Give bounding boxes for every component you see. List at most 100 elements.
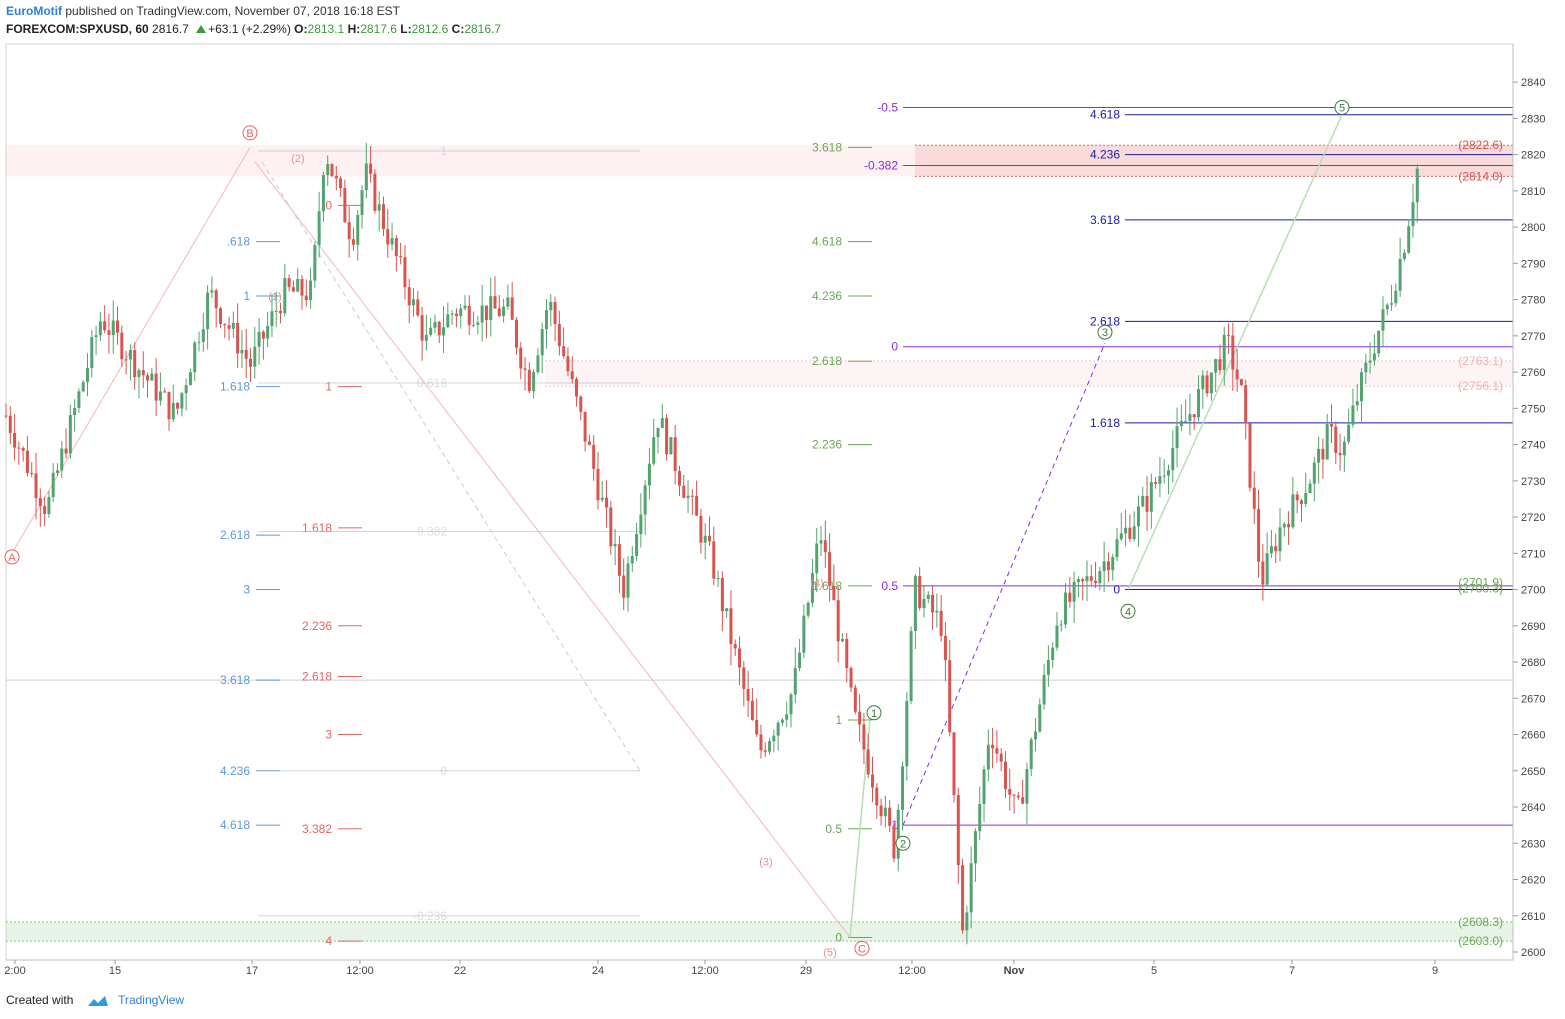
- candle-body: [1368, 360, 1372, 363]
- candle-body: [489, 296, 493, 321]
- candle-body: [909, 631, 913, 702]
- candle-body: [1205, 375, 1209, 394]
- fib-navy-label-4: 1.618: [1090, 416, 1120, 430]
- candle-body: [373, 173, 377, 211]
- candle-body: [472, 324, 476, 326]
- y-tick-label-3: 2630: [1521, 838, 1545, 850]
- fib-blue-label-7: 4.618: [220, 818, 250, 832]
- candle-body: [450, 313, 454, 315]
- candle-body: [1124, 527, 1128, 534]
- fib-gray-label-0: 1: [440, 144, 447, 158]
- price-label-5: (2700.3): [1458, 581, 1503, 595]
- candle-body: [845, 638, 849, 669]
- candle-body: [4, 415, 8, 417]
- candle-body: [240, 350, 244, 354]
- price-change: +63.1 (+2.29%): [208, 22, 291, 36]
- candle-body: [150, 373, 154, 381]
- author-link[interactable]: EuroMotif: [6, 4, 62, 18]
- candle-body: [1188, 414, 1192, 421]
- x-tick-label-4: 22: [454, 965, 466, 977]
- candle-body: [1149, 482, 1153, 512]
- wave-green-circle-5: [1334, 99, 1350, 115]
- fib-blue-label-0: .618: [227, 235, 251, 249]
- candle-body: [883, 807, 887, 817]
- candle-body: [973, 831, 977, 864]
- symbol-info: FOREXCOM:SPXUSD, 60 2816.7 +63.1 (+2.29%…: [6, 22, 501, 36]
- candle-body: [326, 164, 330, 176]
- candle-body: [330, 164, 334, 177]
- candle-body: [1334, 426, 1338, 453]
- candle-body: [1415, 168, 1419, 203]
- candle-body: [381, 204, 385, 230]
- x-tick-label-5: 24: [592, 965, 604, 977]
- candle-body: [1064, 592, 1068, 625]
- candle-body: [605, 497, 609, 508]
- fib-red-label-3: 2.236: [302, 619, 332, 633]
- candle-body: [364, 163, 368, 191]
- candle-body: [789, 694, 793, 715]
- candle-body: [231, 322, 235, 329]
- candle-body: [1008, 789, 1012, 795]
- candle-body: [73, 408, 77, 416]
- candle-body: [544, 310, 548, 330]
- candle-body: [279, 310, 283, 314]
- candle-body: [227, 325, 231, 329]
- candle-body: [287, 278, 291, 288]
- candle-body: [1342, 441, 1346, 456]
- candle-body: [720, 577, 724, 612]
- price-label-2: (2763.1): [1458, 354, 1503, 368]
- candle-body: [253, 346, 257, 367]
- candle-body: [793, 668, 797, 695]
- fib-purple-label-1: -0.382: [864, 158, 898, 172]
- price-label-7: (2603.0): [1458, 934, 1503, 948]
- close-label: C:: [451, 22, 465, 36]
- candle-body: [1038, 704, 1042, 732]
- wave-green-circle-4: [1120, 603, 1136, 619]
- candle-body: [828, 552, 832, 586]
- y-tick-label-14: 2740: [1521, 440, 1545, 452]
- tradingview-link[interactable]: TradingView: [118, 993, 185, 1007]
- candle-body: [506, 297, 510, 307]
- guide-green-5: [1127, 114, 1343, 590]
- candle-body: [270, 311, 274, 327]
- candle-body: [1304, 493, 1308, 504]
- candle-body: [1372, 353, 1376, 361]
- candle-body: [600, 497, 604, 501]
- candle-body: [467, 305, 471, 325]
- candle-body: [823, 540, 827, 553]
- candle-body: [1265, 553, 1269, 585]
- fib-green-label-4: 2.236: [812, 438, 842, 452]
- fib-green-label-8: 0: [835, 931, 842, 945]
- candle-body: [116, 320, 120, 333]
- price-label-3: (2756.1): [1458, 379, 1503, 393]
- candle-body: [296, 279, 300, 292]
- candle-body: [339, 178, 343, 189]
- candle-body: [527, 369, 531, 392]
- candle-body: [360, 190, 364, 216]
- candle-body: [1325, 424, 1329, 460]
- candle-body: [1076, 579, 1080, 582]
- fib-gray-label-3: 0: [440, 764, 447, 778]
- candle-body: [1274, 546, 1278, 552]
- candle-body: [47, 497, 51, 514]
- y-tick-label-1: 2610: [1521, 911, 1545, 923]
- candle-body: [446, 314, 450, 328]
- close-value: 2816.7: [464, 22, 502, 36]
- candle-body: [540, 329, 544, 356]
- candle-body: [81, 382, 85, 392]
- fib-red-label-4: 2.618: [302, 670, 332, 684]
- candle-body: [1171, 448, 1175, 471]
- x-tick-label-9: Nov: [1004, 965, 1026, 977]
- guide-purple-dash: [902, 342, 1106, 826]
- candle-body: [386, 229, 390, 245]
- fib-green-label-7: 0.5: [825, 822, 842, 836]
- fib-navy-label-2: 3.618: [1090, 213, 1120, 227]
- fib-green-label-2: 4.236: [812, 289, 842, 303]
- high-value: 2817.6: [360, 22, 397, 36]
- zone-green-2: [6, 921, 1513, 942]
- candle-body: [763, 750, 767, 752]
- candle-body: [772, 735, 776, 742]
- candle-body: [596, 468, 600, 501]
- y-tick-label-12: 2720: [1521, 512, 1545, 524]
